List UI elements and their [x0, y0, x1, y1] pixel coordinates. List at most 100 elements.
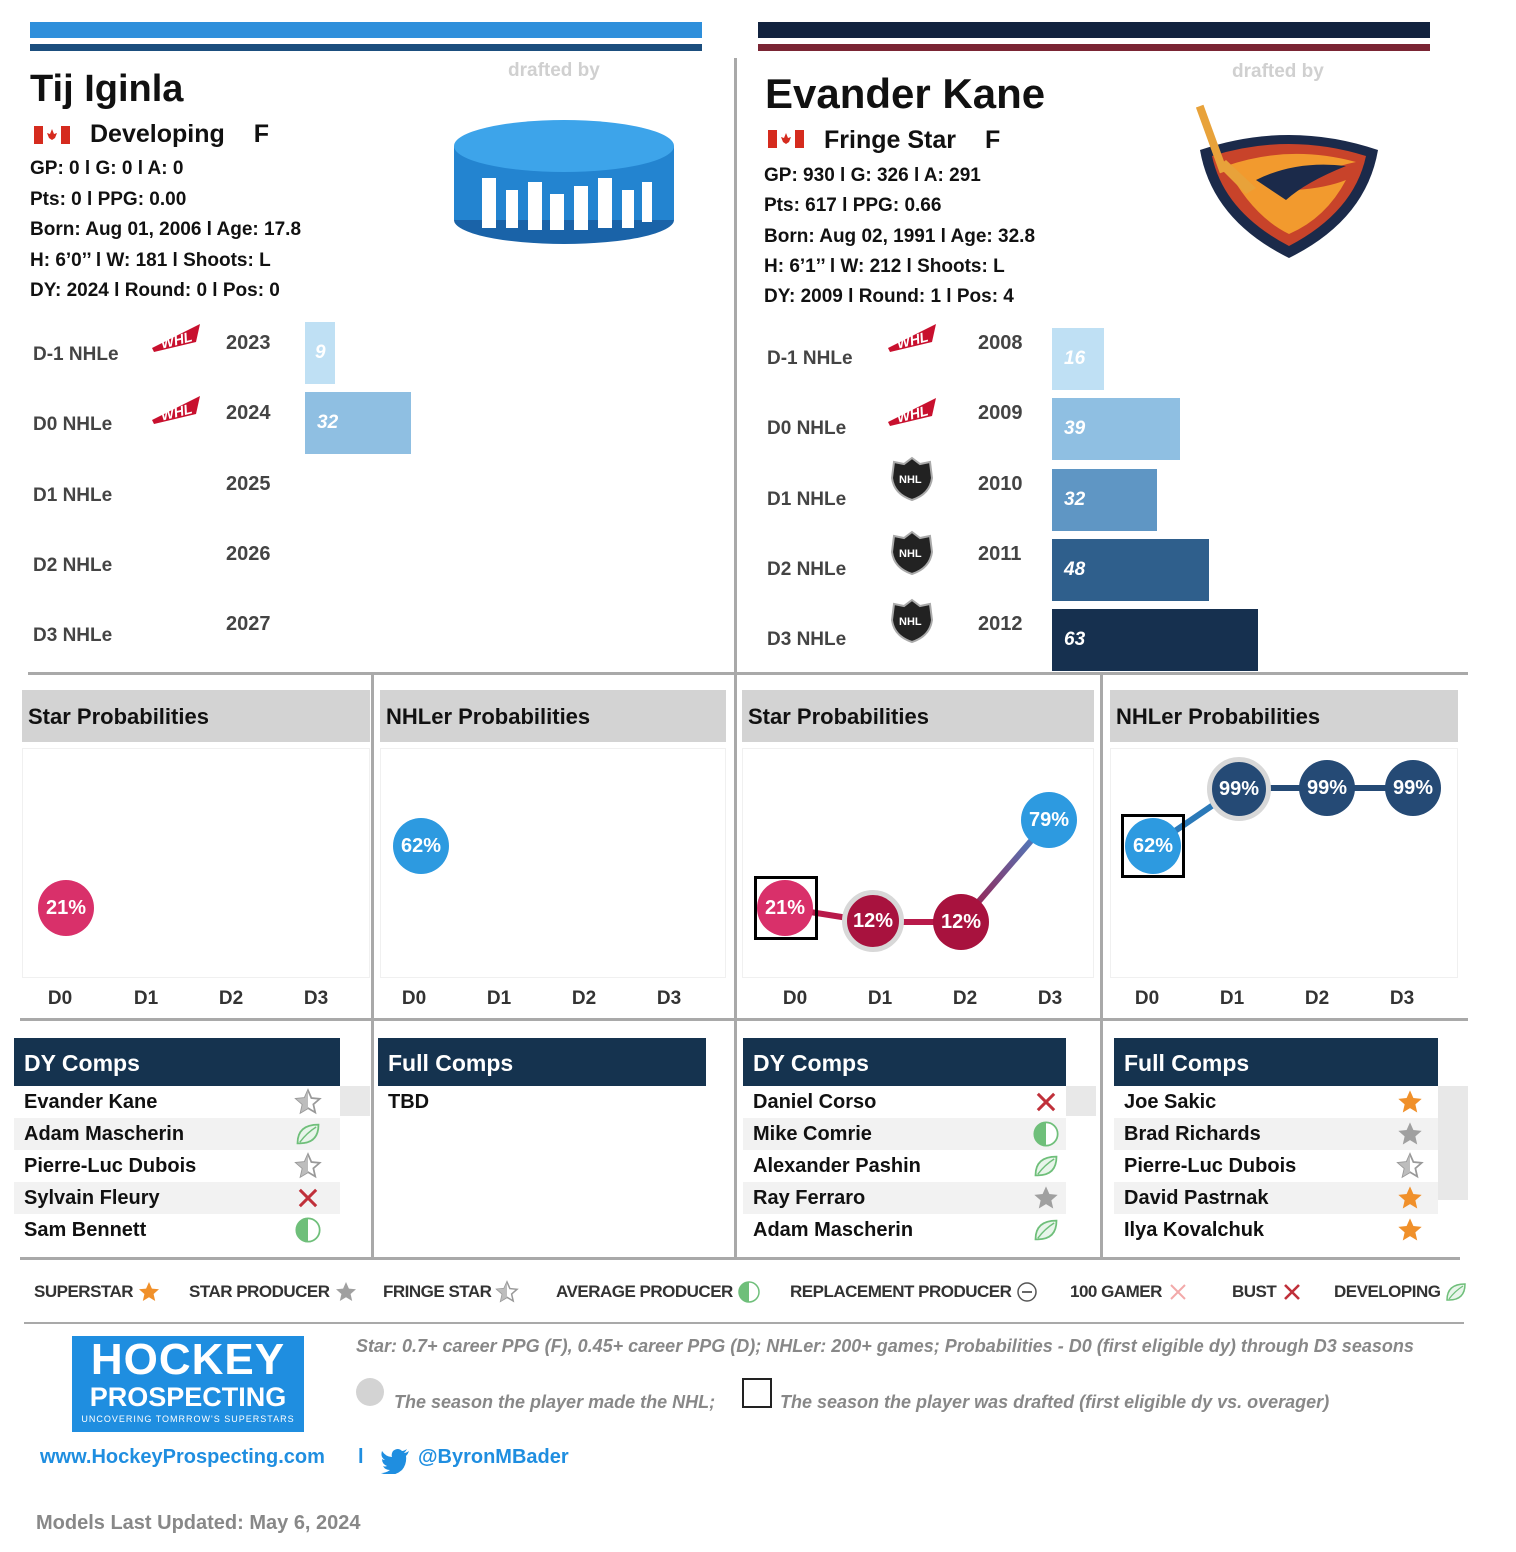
- comp-row[interactable]: Daniel Corso: [743, 1086, 1066, 1118]
- top-divider: [734, 58, 737, 672]
- axis-tick-label: D1: [133, 988, 159, 1009]
- nhle-row-year: 2009: [978, 402, 1023, 424]
- nhle-row-year: 2012: [978, 613, 1023, 635]
- hundred-gamer-icon: [1166, 1280, 1190, 1304]
- comp-row[interactable]: Adam Mascherin: [743, 1214, 1066, 1246]
- bust-icon: [294, 1184, 322, 1212]
- legend-item: REPLACEMENT PRODUCER: [790, 1280, 1039, 1304]
- fringe-star-icon: [495, 1280, 520, 1304]
- twitter-handle-link[interactable]: @ByronMBader: [418, 1446, 569, 1468]
- nhl-season-marker-icon: [356, 1378, 384, 1406]
- comp-row[interactable]: Alexander Pashin: [743, 1150, 1066, 1182]
- comp-name: Brad Richards: [1124, 1123, 1261, 1145]
- canada-flag-icon: [768, 130, 804, 148]
- comp-row[interactable]: Brad Richards: [1114, 1118, 1438, 1150]
- legend-item: DEVELOPING: [1334, 1280, 1468, 1304]
- fringe-star-icon: [294, 1152, 322, 1180]
- developing-icon: [1032, 1152, 1060, 1180]
- svg-text:WHL: WHL: [895, 402, 930, 425]
- developing-icon: [1032, 1216, 1060, 1244]
- nhler-prob-point: 99%: [1207, 757, 1271, 821]
- axis-tick-label: D2: [1304, 988, 1330, 1009]
- panel-title: Star Probabilities: [742, 690, 1094, 742]
- comp-name: Sam Bennett: [24, 1219, 147, 1241]
- axis-tick-label: D3: [1037, 988, 1063, 1009]
- chart-area: [1110, 748, 1458, 978]
- nhle-row-year: 2025: [226, 473, 271, 495]
- scrollbar[interactable]: [1066, 1086, 1096, 1116]
- panel-title: NHLer Probabilities: [1110, 690, 1458, 742]
- nhle-row-label: D-1 NHLe: [33, 344, 119, 365]
- comp-name: David Pastrnak: [1124, 1187, 1269, 1209]
- svg-text:NHL: NHL: [899, 548, 922, 560]
- player-name: Evander Kane: [765, 70, 1046, 117]
- axis-tick-label: D3: [1389, 988, 1415, 1009]
- nhl-logo-icon: NHL: [890, 530, 934, 576]
- divider: [371, 674, 374, 1258]
- comp-row[interactable]: TBD: [378, 1086, 706, 1118]
- stats-line-2: Pts: 617 l PPG: 0.66: [764, 195, 942, 216]
- legend-divider: [24, 1322, 1464, 1324]
- superstar-icon: [1396, 1184, 1424, 1212]
- legend-label: 100 GAMER: [1070, 1282, 1162, 1301]
- axis-tick-label: D1: [867, 988, 893, 1009]
- axis-tick-label: D0: [782, 988, 808, 1009]
- comp-row[interactable]: Mike Comrie: [743, 1118, 1066, 1150]
- comp-row[interactable]: David Pastrnak: [1114, 1182, 1438, 1214]
- star-prob-point: 21%: [38, 880, 94, 936]
- legend-item: STAR PRODUCER: [189, 1280, 358, 1304]
- axis-tick-label: D0: [1134, 988, 1160, 1009]
- star-prob-line: [784, 818, 1052, 925]
- comp-row[interactable]: Pierre-Luc Dubois: [1114, 1150, 1438, 1182]
- comps-header: Full Comps: [1114, 1038, 1438, 1086]
- comp-row[interactable]: Pierre-Luc Dubois: [14, 1150, 340, 1182]
- comp-name: Adam Mascherin: [24, 1123, 185, 1145]
- comp-name: Pierre-Luc Dubois: [24, 1155, 197, 1177]
- nhle-row-year: 2024: [226, 402, 271, 424]
- comp-name: TBD: [388, 1091, 430, 1113]
- comp-name: Ilya Kovalchuk: [1124, 1219, 1265, 1241]
- website-link[interactable]: www.HockeyProspecting.com: [40, 1446, 325, 1468]
- comp-row[interactable]: Ray Ferraro: [743, 1182, 1066, 1214]
- nhler-prob-point: 62%: [393, 818, 449, 874]
- stats-line-4: H: 6’0’’ l W: 181 l Shoots: L: [30, 250, 271, 271]
- star-prob-point: 12%: [842, 890, 904, 952]
- svg-text:NHL: NHL: [899, 616, 922, 628]
- comp-row[interactable]: Ilya Kovalchuk: [1114, 1214, 1438, 1246]
- player-name: Tij Iginla: [30, 68, 184, 110]
- nhle-row-year: 2008: [978, 332, 1023, 354]
- scrollbar[interactable]: [340, 1086, 370, 1116]
- divider: [734, 674, 737, 1258]
- svg-text:NHL: NHL: [899, 474, 922, 486]
- player-status: Fringe Star: [824, 126, 956, 154]
- legend-label: BUST: [1232, 1282, 1277, 1301]
- bust-icon: [1280, 1280, 1304, 1304]
- comp-row[interactable]: Sylvain Fleury: [14, 1182, 340, 1214]
- axis-tick-label: D3: [303, 988, 329, 1009]
- whl-logo-icon: WHL: [886, 318, 938, 354]
- whl-logo-icon: WHL: [886, 392, 938, 428]
- superstar-icon: [1396, 1088, 1424, 1116]
- svg-text:WHL: WHL: [159, 400, 194, 423]
- nhle-row-year: 2011: [978, 543, 1022, 565]
- nhle-bar: 32: [305, 392, 411, 454]
- legend-item: BUST: [1232, 1280, 1304, 1304]
- average-icon: [294, 1216, 322, 1244]
- developing-icon: [294, 1120, 322, 1148]
- comp-row[interactable]: Joe Sakic: [1114, 1086, 1438, 1118]
- chart-area: [742, 748, 1094, 978]
- stats-line-5: DY: 2009 l Round: 1 l Pos: 4: [764, 286, 1014, 307]
- legend-label: REPLACEMENT PRODUCER: [790, 1282, 1012, 1301]
- section-divider: [28, 672, 1468, 675]
- nhl-logo-icon: NHL: [890, 598, 934, 644]
- footer-separator: l: [358, 1446, 364, 1468]
- stats-line-3: Born: Aug 02, 1991 l Age: 32.8: [764, 226, 1036, 247]
- scrollbar[interactable]: [1438, 1086, 1468, 1200]
- comp-row[interactable]: Sam Bennett: [14, 1214, 340, 1246]
- legend-item: FRINGE STAR: [383, 1280, 520, 1304]
- nhle-row-year: 2027: [226, 613, 271, 635]
- comp-row[interactable]: Evander Kane: [14, 1086, 340, 1118]
- chart-area: [22, 748, 370, 978]
- nhler-prob-point: 62%: [1125, 818, 1181, 874]
- comp-row[interactable]: Adam Mascherin: [14, 1118, 340, 1150]
